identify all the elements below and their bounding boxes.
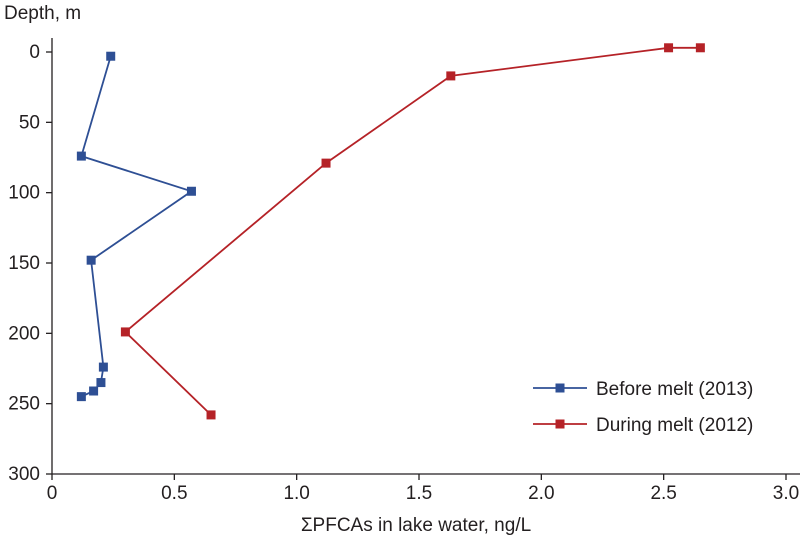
data-point-marker [186, 186, 196, 196]
legend-marker [555, 419, 565, 429]
series-before-melt [76, 51, 196, 402]
data-point-marker [106, 51, 116, 61]
y-axis: 0 50 100 150 200 250 300 [8, 38, 53, 485]
y-tick-label: 300 [8, 464, 40, 485]
legend-label: Before melt (2013) [596, 379, 753, 400]
data-point-marker [89, 386, 99, 396]
x-tick-label: 2.0 [528, 483, 554, 504]
x-tick-label: 2.5 [650, 483, 676, 504]
x-tick-label: 0.5 [161, 483, 187, 504]
y-tick-label: 100 [8, 183, 40, 204]
x-axis-title: ΣPFCAs in lake water, ng/L [301, 515, 531, 536]
y-tick-label: 150 [8, 253, 40, 274]
x-tick-label: 0 [47, 483, 58, 504]
data-point-marker [120, 327, 130, 337]
data-point-marker [76, 392, 86, 402]
y-tick-label: 0 [29, 42, 40, 63]
data-point-marker [695, 43, 705, 53]
data-point-marker [96, 378, 106, 388]
legend: Before melt (2013) During melt (2012) [533, 379, 753, 436]
data-point-marker [76, 151, 86, 161]
data-point-marker [86, 255, 96, 265]
data-point-marker [664, 43, 674, 53]
series-line [124, 46, 701, 416]
legend-marker [555, 383, 565, 393]
data-point-marker [321, 158, 331, 168]
y-axis-title: Depth, m [4, 3, 81, 24]
y-tick-label: 250 [8, 394, 40, 415]
x-axis: 0 0.5 1.0 1.5 2.0 2.5 3.0 [47, 473, 800, 504]
y-tick-label: 50 [19, 112, 40, 133]
series-layer [76, 43, 705, 420]
x-tick-label: 1.0 [283, 483, 309, 504]
data-point-marker [446, 71, 456, 81]
x-tick-label: 1.5 [406, 483, 432, 504]
legend-label: During melt (2012) [596, 415, 753, 436]
series-line [80, 55, 194, 398]
data-point-marker [206, 410, 216, 420]
series-during-melt [120, 43, 705, 420]
y-tick-label: 200 [8, 323, 40, 344]
x-tick-label: 3.0 [773, 483, 799, 504]
data-point-marker [98, 362, 108, 372]
